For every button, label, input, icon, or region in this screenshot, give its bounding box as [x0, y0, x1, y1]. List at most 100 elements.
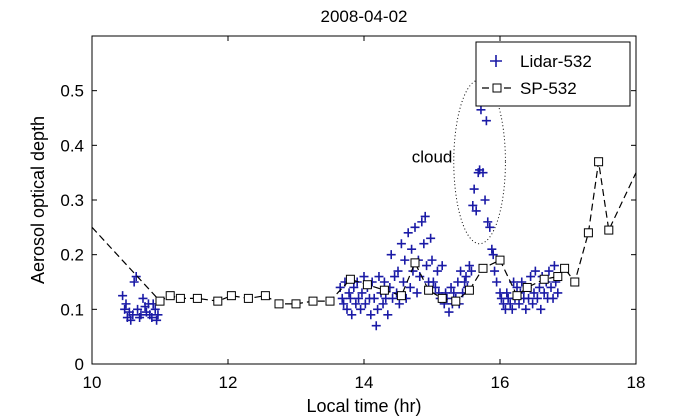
lidar-point — [428, 277, 438, 287]
lidar-point — [396, 239, 406, 249]
lidar-point — [369, 293, 379, 303]
lidar-point — [422, 261, 432, 271]
lidar-point — [437, 261, 447, 271]
x-tick-label: 12 — [219, 373, 238, 392]
sp-532-point — [553, 272, 563, 282]
sp-532-point — [583, 228, 593, 238]
sp-532-point — [175, 293, 185, 303]
sp-532-point — [495, 255, 505, 265]
lidar-point — [138, 293, 148, 303]
cloud-annotation: cloud — [412, 147, 453, 166]
lidar-point — [121, 299, 131, 309]
lidar-point — [412, 288, 422, 298]
lidar-point — [393, 266, 403, 276]
lidar-point — [524, 293, 534, 303]
sp-532-point — [213, 296, 223, 306]
lidar-point — [378, 299, 388, 309]
lidar-point — [505, 299, 515, 309]
y-tick-label: 0 — [75, 355, 84, 374]
sp-532-point — [478, 263, 488, 273]
sp-532-point — [226, 291, 236, 301]
lidar-point — [120, 304, 130, 314]
lidar-point — [379, 277, 389, 287]
sp-532-point — [274, 299, 284, 309]
x-axis-label: Local time (hr) — [306, 396, 421, 416]
lidar-point — [544, 266, 554, 276]
x-tick-label: 14 — [355, 373, 374, 392]
sp-532-point — [325, 296, 335, 306]
lidar-point — [521, 304, 531, 314]
sp-532-point — [451, 296, 461, 306]
lidar-point — [419, 239, 429, 249]
lidar-point — [488, 250, 498, 260]
lidar-point — [359, 272, 369, 282]
lidar-point — [407, 244, 417, 254]
lidar-point — [129, 277, 139, 287]
lidar-point — [371, 321, 381, 331]
legend-sp-marker — [492, 83, 502, 93]
lidar-point — [415, 272, 425, 282]
sp-532-point — [243, 293, 253, 303]
legend-lidar-label: Lidar-532 — [520, 52, 592, 71]
sp-532-point — [362, 280, 372, 290]
sp-532-point — [308, 296, 318, 306]
lidar-point — [530, 266, 540, 276]
lidar-point — [529, 288, 539, 298]
sp-532-point — [410, 258, 420, 268]
sp-532-point — [379, 285, 389, 295]
sp-532-point — [396, 291, 406, 301]
lidar-point — [487, 244, 497, 254]
y-axis-label: Aerosol optical depth — [28, 116, 48, 284]
lidar-point — [446, 282, 456, 292]
lidar-point — [152, 315, 162, 325]
lidar-point — [426, 233, 436, 243]
lidar-point — [548, 293, 558, 303]
lidar-point — [528, 299, 538, 309]
lidar-point — [357, 288, 367, 298]
lidar-point — [485, 222, 495, 232]
lidar-point — [136, 310, 146, 320]
sp-532-point — [165, 291, 175, 301]
sp-532-point — [192, 293, 202, 303]
lidar-point — [539, 288, 549, 298]
lidar-point — [456, 266, 466, 276]
sp-532-point — [570, 277, 580, 287]
lidar-point — [345, 293, 355, 303]
lidar-point — [133, 304, 143, 314]
lidar-point — [507, 304, 517, 314]
lidar-point — [153, 310, 163, 320]
lidar-point — [432, 266, 442, 276]
lidar-point — [390, 272, 400, 282]
lidar-point — [478, 168, 488, 178]
lidar-point — [546, 282, 556, 292]
y-tick-label: 0.2 — [60, 246, 84, 265]
lidar-point — [147, 313, 157, 323]
sp-532-point — [260, 291, 270, 301]
lidar-point — [351, 299, 361, 309]
lidar-point — [461, 272, 471, 282]
sp-532-point — [604, 225, 614, 235]
sp-532-point — [345, 274, 355, 284]
lidar-point — [339, 299, 349, 309]
x-tick-label: 16 — [491, 373, 510, 392]
lidar-point — [466, 266, 476, 276]
lidar-point — [410, 222, 420, 232]
lidar-point — [356, 304, 366, 314]
lidar-point — [383, 310, 393, 320]
lidar-point — [420, 211, 430, 221]
lidar-point — [481, 116, 491, 126]
lidar-point — [476, 105, 486, 115]
lidar-point — [480, 195, 490, 205]
legend-box — [475, 41, 631, 107]
lidar-point — [128, 310, 138, 320]
sp-532-point — [539, 274, 549, 284]
sp-532-point — [594, 157, 604, 167]
sp-532-point — [512, 291, 522, 301]
legend-lidar-marker — [490, 55, 502, 67]
x-tick-label: 18 — [627, 373, 646, 392]
lidar-point — [468, 200, 478, 210]
lidar-point — [417, 217, 427, 227]
lidar-point — [449, 288, 459, 298]
